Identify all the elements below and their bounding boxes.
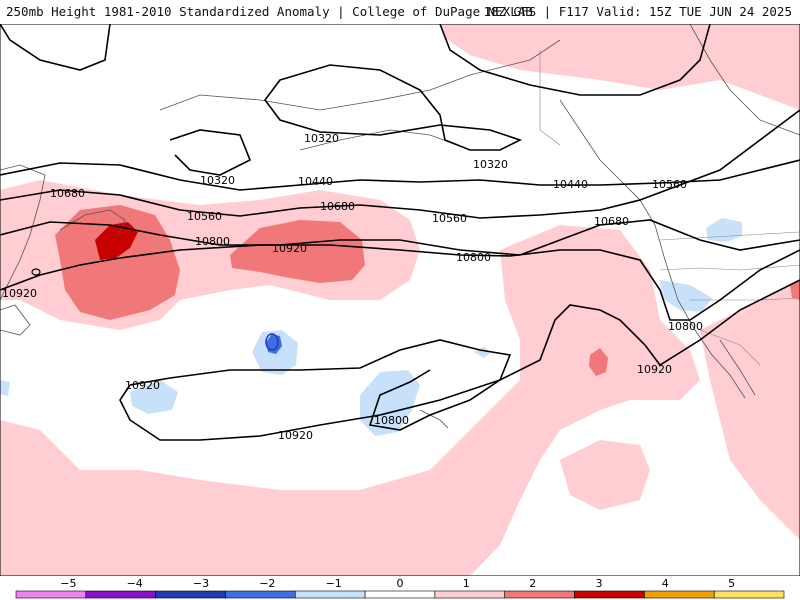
legend-tick-label: 4 <box>662 577 669 590</box>
map-title: 250mb Height 1981-2010 Standardized Anom… <box>6 4 533 19</box>
contour-label: 10320 <box>200 174 235 187</box>
legend-swatch <box>644 590 715 599</box>
contour-label: 10680 <box>594 215 629 228</box>
legend-swatch <box>225 590 296 599</box>
legend-tick-label: −2 <box>259 577 275 590</box>
anomaly-map: 10320 10320 10320 10440 10440 10560 1056… <box>0 24 800 576</box>
legend-tick-label: −1 <box>326 577 342 590</box>
contour-label: 10320 <box>304 132 339 145</box>
contour-label: 10680 <box>320 200 355 213</box>
legend-tick-label: 2 <box>529 577 536 590</box>
contour-label: 10800 <box>374 414 409 427</box>
legend-swatch <box>713 590 785 599</box>
anomaly-negative-light <box>0 218 742 436</box>
legend-tick-label: −5 <box>60 577 76 590</box>
contour-label: 10320 <box>473 158 508 171</box>
political-borders <box>539 50 800 366</box>
contour-label: 10680 <box>50 187 85 200</box>
legend-bars <box>15 590 785 599</box>
contour-label: 10440 <box>553 178 588 191</box>
legend-swatch <box>434 590 505 599</box>
contour-label: 10920 <box>278 429 313 442</box>
contour-label: 10800 <box>195 235 230 248</box>
legend-ticks: −5 −4 −3 −2 −1 0 1 2 3 4 5 <box>60 577 735 590</box>
legend-tick-label: 0 <box>397 577 404 590</box>
model-run-info: 18Z GFS | F117 Valid: 15Z TUE JUN 24 202… <box>483 4 792 19</box>
color-legend: −5 −4 −3 −2 −1 0 1 2 3 4 5 <box>0 576 800 600</box>
contour-label: 10920 <box>2 287 37 300</box>
legend-tick-label: 3 <box>596 577 603 590</box>
legend-swatch <box>294 590 366 599</box>
map-header: 250mb Height 1981-2010 Standardized Anom… <box>0 0 800 25</box>
negative-contour-ring <box>265 333 279 351</box>
contour-label: 10440 <box>298 175 333 188</box>
contour-label: 10560 <box>652 178 687 191</box>
legend-swatch <box>574 590 645 599</box>
height-contours <box>0 24 800 441</box>
legend-tick-label: −3 <box>193 577 209 590</box>
legend-tick-label: −4 <box>127 577 143 590</box>
coastlines <box>0 24 800 429</box>
contour-label: 10560 <box>187 210 222 223</box>
legend-tick-label: 5 <box>728 577 735 590</box>
legend-tick-label: 1 <box>463 577 470 590</box>
contour-label: 10920 <box>637 363 672 376</box>
anomaly-positive-medium <box>55 205 800 376</box>
contour-label-group: 10320 10320 10320 10440 10440 10560 1056… <box>2 132 703 442</box>
legend-swatch <box>85 590 156 599</box>
contour-label: 10920 <box>125 379 160 392</box>
small-contour-ring <box>31 268 41 276</box>
legend-swatch <box>364 590 436 599</box>
legend-swatch <box>155 590 226 599</box>
contour-label: 10560 <box>432 212 467 225</box>
contour-label: 10800 <box>668 320 703 333</box>
contour-label: 10920 <box>272 242 307 255</box>
legend-swatch <box>15 590 87 599</box>
legend-swatch <box>504 590 575 599</box>
contour-label: 10800 <box>456 251 491 264</box>
anomaly-positive-strong <box>95 222 138 260</box>
